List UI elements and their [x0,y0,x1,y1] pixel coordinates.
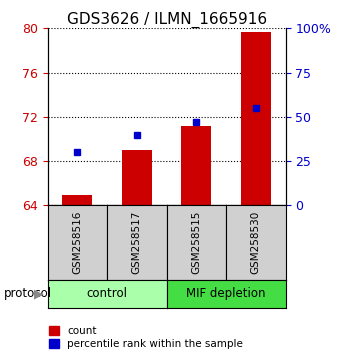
Bar [122,150,152,205]
Text: protocol: protocol [3,287,52,300]
Text: ▶: ▶ [34,287,44,300]
Text: MIF depletion: MIF depletion [186,287,266,300]
Title: GDS3626 / ILMN_1665916: GDS3626 / ILMN_1665916 [67,12,267,28]
Bar [182,126,211,205]
Text: GSM258515: GSM258515 [191,211,201,274]
Text: GSM258530: GSM258530 [251,211,261,274]
Legend: count, percentile rank within the sample: count, percentile rank within the sample [49,326,243,349]
Bar [63,195,92,205]
Text: GSM258517: GSM258517 [132,211,142,274]
Text: control: control [87,287,128,300]
Bar [241,32,271,205]
Text: GSM258516: GSM258516 [72,211,82,274]
